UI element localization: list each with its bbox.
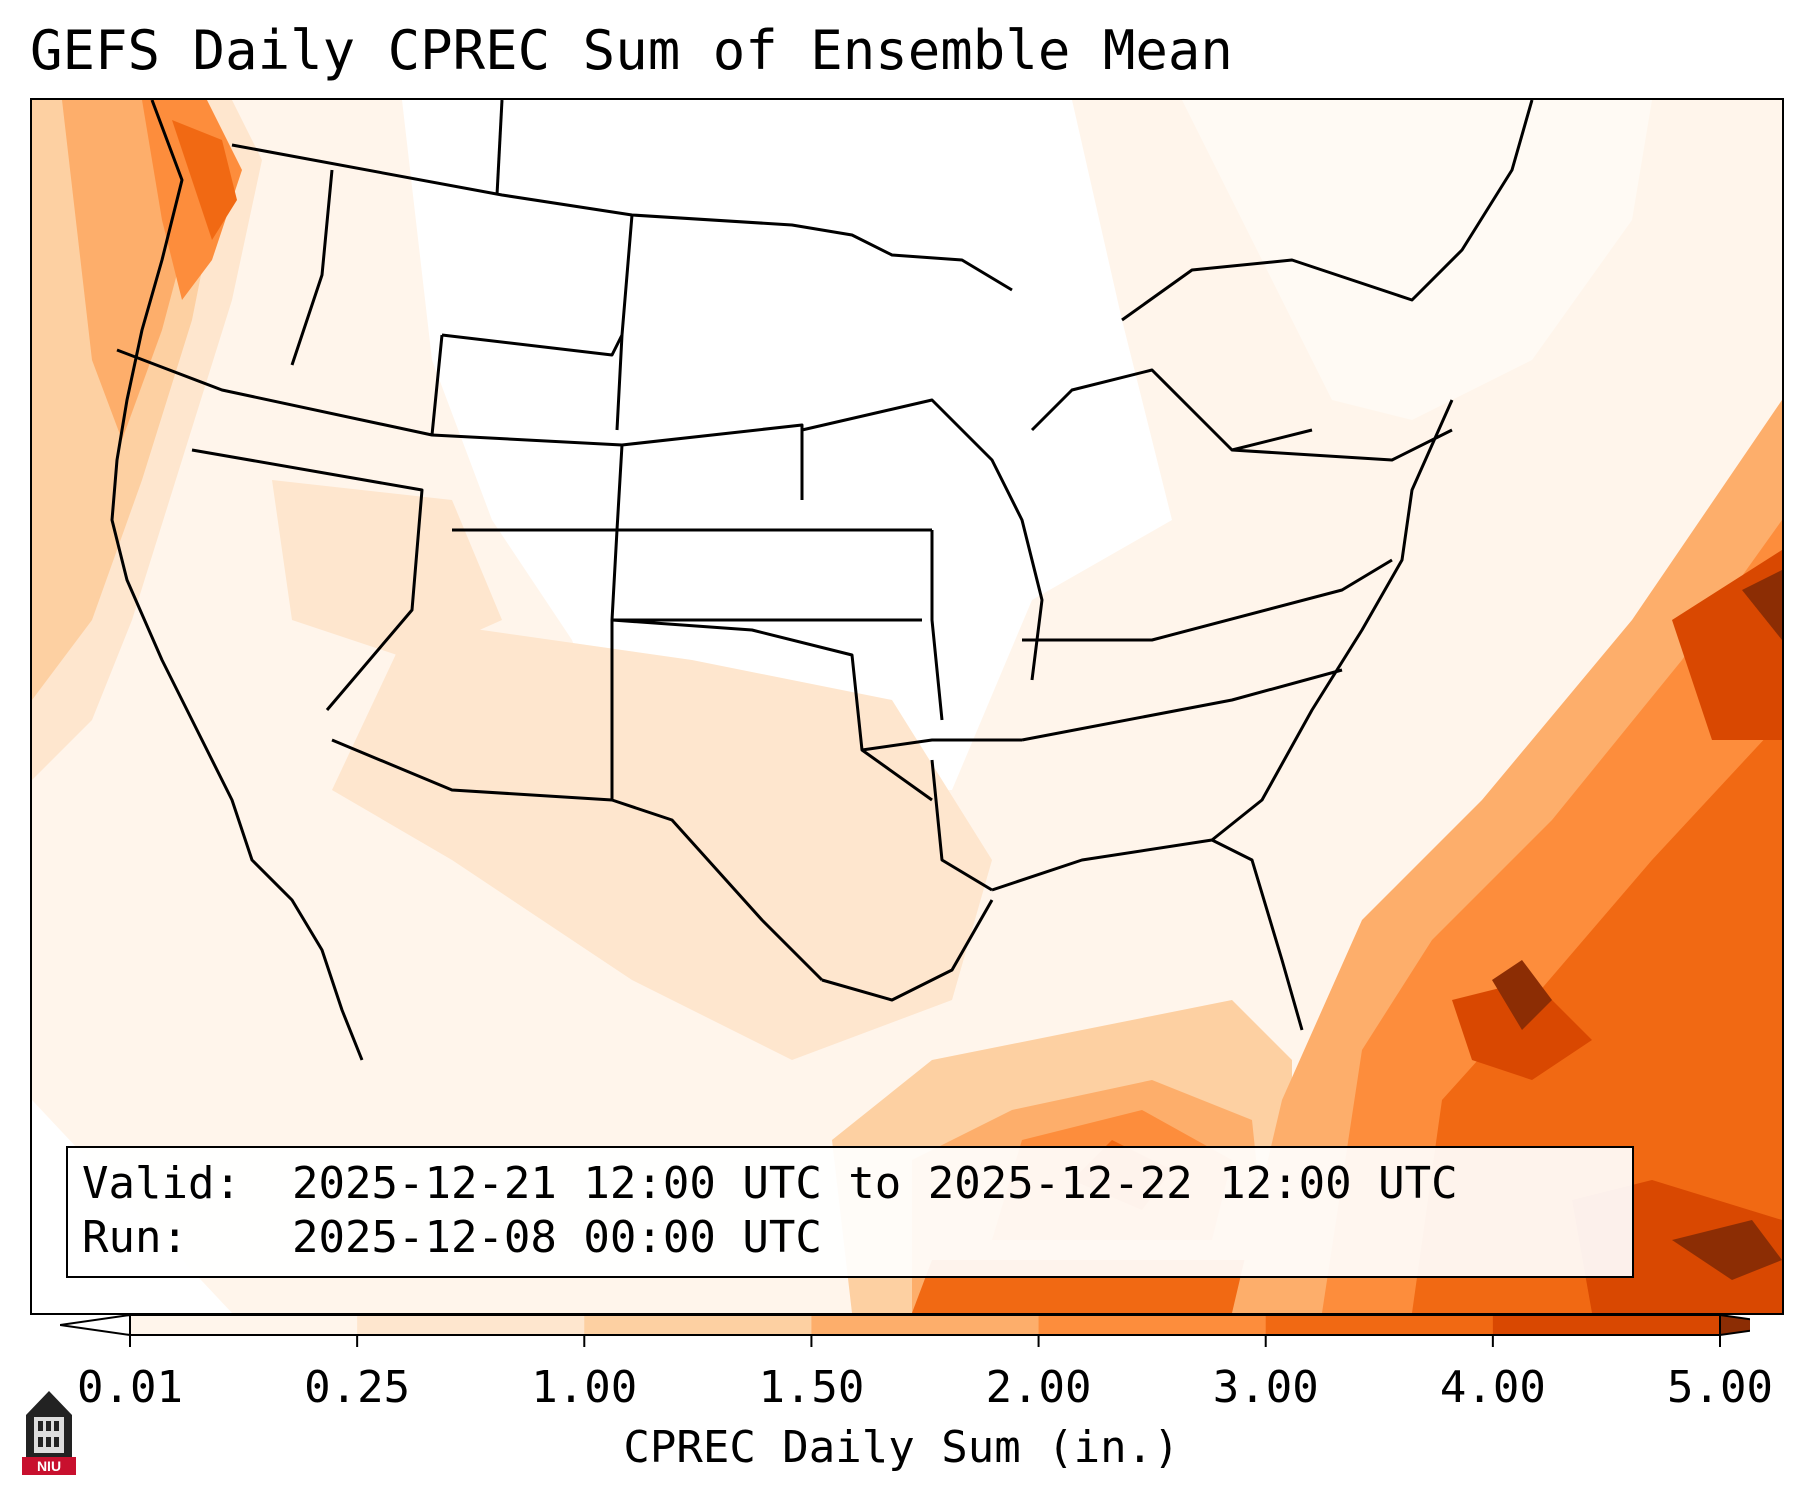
colorbar-tick-label: 4.00 [1439, 1362, 1546, 1413]
map-panel [30, 98, 1784, 1315]
canada-border-west [231, 143, 1013, 292]
valid-run-box: Valid: 2025-12-21 12:00 UTC to 2025-12-22… [66, 1146, 1634, 1278]
border-al-ga [1021, 668, 1343, 742]
valid-label: Valid: [82, 1158, 241, 1209]
precip-map [32, 100, 1782, 1313]
great-lakes-south [1030, 368, 1313, 452]
colorbar-tick-label: 3.00 [1212, 1362, 1319, 1413]
map-title: GEFS Daily CPREC Sum of Ensemble Mean [30, 19, 1233, 82]
colorbar-over-arrow [1719, 1313, 1750, 1337]
great-basin-light [272, 480, 502, 660]
colorbar-bin [1265, 1315, 1494, 1335]
colorbar-under-arrow [60, 1313, 131, 1337]
colorbar-bin [584, 1315, 812, 1335]
niu-logo: NIU [22, 1391, 76, 1475]
valid-value: 2025-12-21 12:00 UTC to 2025-12-22 12:00… [292, 1158, 1458, 1209]
atlantic-max-3 [1672, 1220, 1782, 1280]
colorbar [60, 1313, 1750, 1347]
border-nm [331, 620, 614, 802]
border-la [930, 759, 993, 892]
pacific-coastline [110, 100, 364, 1061]
border-pa-ny [1231, 428, 1453, 462]
colorbar-bin [357, 1315, 585, 1335]
run-label: Run: [82, 1212, 188, 1263]
colorbar-frame [129, 1314, 1721, 1336]
border-wa-id [290, 169, 334, 366]
colorbar-bin [1038, 1315, 1267, 1335]
texas-light-area [332, 620, 992, 1060]
border-mt-nd [495, 100, 504, 196]
tx-gulf-coast [821, 899, 994, 1002]
border-or-north [116, 334, 444, 437]
colorbar-bin [1492, 1315, 1721, 1335]
atlantic-max-1 [1492, 960, 1552, 1030]
run-line: Run: 2025-12-08 00:00 UTC [82, 1212, 822, 1263]
border-ne-north [621, 423, 804, 500]
border-wy-south [431, 433, 623, 447]
colorbar-tick-label: 5.00 [1667, 1362, 1773, 1413]
gulf-coast-fl [991, 838, 1304, 1031]
border-ok-tx [611, 618, 933, 802]
pnw-max [172, 120, 237, 240]
run-value: 2025-12-08 00:00 UTC [292, 1212, 822, 1263]
border-tx-west [611, 798, 824, 982]
border-wy-north [441, 333, 624, 357]
colorbar-tick-label: 2.00 [985, 1362, 1092, 1413]
border-mn-ia-mo [801, 398, 1044, 681]
border-ar-north [861, 738, 1022, 752]
border-ia-mo [930, 530, 944, 721]
colorbar-bin [811, 1315, 1040, 1335]
precip-field [32, 100, 1782, 1313]
border-nv-ut [191, 448, 424, 711]
canada-border-east [1121, 100, 1534, 322]
valid-line: Valid: 2025-12-21 12:00 UTC to 2025-12-22… [82, 1158, 1458, 1209]
atlantic-max-2 [1742, 570, 1782, 640]
colorbar-tick-label: 1.00 [531, 1362, 638, 1413]
colorbar-tick-label: 0.01 [77, 1362, 183, 1413]
dry-area-canada-east [1182, 100, 1652, 420]
colorbar-tick-label: 0.25 [304, 1362, 411, 1413]
atlantic-coast [1211, 399, 1454, 842]
colorbar-tick-label: 1.50 [758, 1362, 865, 1413]
colorbar-bin [130, 1315, 358, 1335]
colorbar-label: CPREC Daily Sum (in.) [623, 1422, 1180, 1473]
border-ks-north [615, 444, 932, 532]
dry-area-plains [402, 100, 1172, 800]
borders [110, 100, 1534, 1061]
logo-text: NIU [37, 1458, 61, 1474]
border-tn-nc [1022, 558, 1393, 642]
